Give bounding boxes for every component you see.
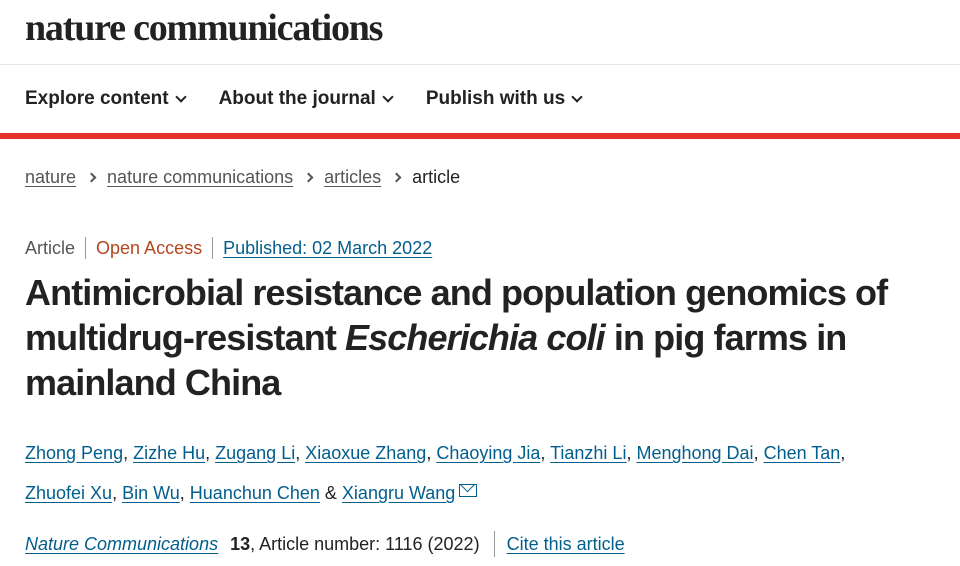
nav-label: Publish with us	[425, 88, 566, 109]
email-icon[interactable]	[459, 484, 478, 497]
site-logo[interactable]: nature communications	[25, 7, 383, 49]
breadcrumb-nature[interactable]: nature	[25, 167, 77, 187]
author-link[interactable]: Zhong Peng	[25, 443, 124, 463]
chevron-down-icon	[571, 90, 583, 103]
published-date-link[interactable]: Published: 02 March 2022	[223, 238, 433, 258]
title-line: mainland China	[25, 362, 281, 403]
header-divider	[0, 64, 960, 65]
chevron-right-icon	[86, 172, 97, 183]
chevron-down-icon	[382, 90, 394, 103]
article-type: Article	[25, 238, 76, 258]
author-link[interactable]: Xiaoxue Zhang	[305, 443, 427, 463]
author-link[interactable]: Chaoying Jia	[436, 443, 541, 463]
title-line: multidrug-resistant Escherichia coli in …	[25, 315, 955, 360]
breadcrumb-nature-communications[interactable]: nature communications	[107, 167, 294, 187]
divider	[493, 531, 495, 557]
author-link[interactable]: Zhuofei Xu	[25, 483, 113, 503]
accent-bar	[0, 133, 960, 139]
article-meta: Article Open Access Published: 02 March …	[25, 237, 442, 259]
cite-this-article-link[interactable]: Cite this article	[506, 533, 625, 554]
main-nav: Explore content About the journal Publis…	[25, 88, 583, 110]
title-line: Antimicrobial resistance and population …	[25, 272, 888, 313]
breadcrumb: nature nature communications articles ar…	[25, 167, 460, 188]
nav-explore-content[interactable]: Explore content	[25, 88, 187, 110]
chevron-down-icon	[174, 90, 187, 103]
title-text: in pig farms in	[604, 317, 847, 358]
author-list: Zhong Peng, Zizhe Hu, Zugang Li, Xiaoxue…	[25, 443, 846, 503]
article-number: , Article number: 1116 (2022)	[250, 533, 480, 554]
volume: 13	[230, 533, 251, 554]
author-link[interactable]: Xiangru Wang	[341, 483, 456, 503]
journal-link[interactable]: Nature Communications	[25, 533, 219, 554]
author-link[interactable]: Chen Tan	[763, 443, 841, 463]
breadcrumb-current: article	[412, 167, 461, 187]
author-link[interactable]: Bin Wu	[122, 483, 180, 503]
open-access-badge: Open Access	[85, 237, 212, 259]
nav-label: Explore content	[25, 88, 169, 109]
nav-about-journal[interactable]: About the journal	[218, 88, 394, 110]
author-link[interactable]: Zugang Li	[215, 443, 296, 463]
title-species: Escherichia coli	[345, 317, 606, 358]
author-link[interactable]: Menghong Dai	[636, 443, 754, 463]
author-link[interactable]: Zizhe Hu	[133, 443, 206, 463]
title-text: multidrug-resistant	[25, 317, 346, 358]
nav-publish[interactable]: Publish with us	[425, 88, 583, 110]
chevron-right-icon	[303, 172, 314, 183]
nav-label: About the journal	[218, 88, 376, 109]
citation: Nature Communications 13 , Article numbe…	[25, 531, 625, 557]
chevron-right-icon	[391, 172, 402, 183]
breadcrumb-articles[interactable]: articles	[324, 167, 382, 187]
author-link[interactable]: Tianzhi Li	[550, 443, 627, 463]
author-link[interactable]: Huanchun Chen	[189, 483, 320, 503]
article-title: Antimicrobial resistance and population …	[25, 270, 955, 405]
